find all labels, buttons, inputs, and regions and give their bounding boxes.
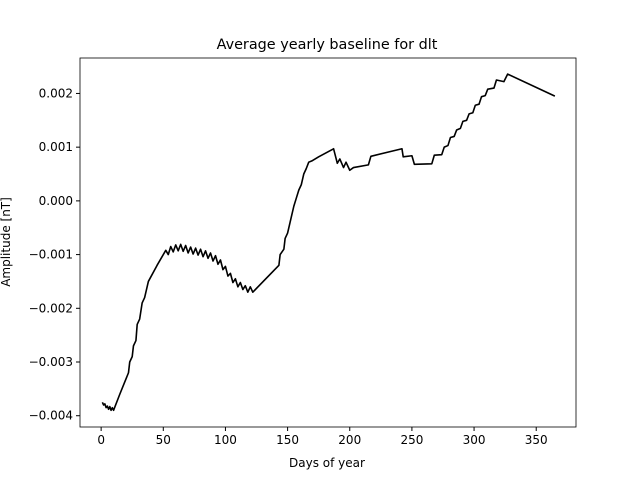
- plot-frame: [79, 57, 577, 428]
- x-tick-label: 300: [463, 433, 486, 447]
- x-tick-label: 350: [525, 433, 548, 447]
- x-tick-label: 150: [276, 433, 299, 447]
- x-tick-label: 0: [97, 433, 105, 447]
- chart-title: Average yearly baseline for dlt: [217, 37, 438, 53]
- y-tick-label: 0.002: [39, 86, 73, 100]
- data-line: [101, 73, 556, 412]
- y-tick-label: −0.002: [29, 301, 73, 315]
- y-tick-label: −0.001: [29, 248, 73, 262]
- y-tick-label: 0.001: [39, 140, 73, 154]
- y-tick-label: −0.004: [29, 409, 73, 423]
- y-axis-label: Amplitude [nT]: [0, 197, 13, 287]
- x-tick-label: 50: [156, 433, 171, 447]
- x-tick-label: 100: [214, 433, 237, 447]
- x-axis-label: Days of year: [289, 456, 365, 470]
- y-tick-label: 0.000: [39, 194, 73, 208]
- x-tick-label: 200: [338, 433, 361, 447]
- y-tick-label: −0.003: [29, 355, 73, 369]
- x-tick-label: 250: [400, 433, 423, 447]
